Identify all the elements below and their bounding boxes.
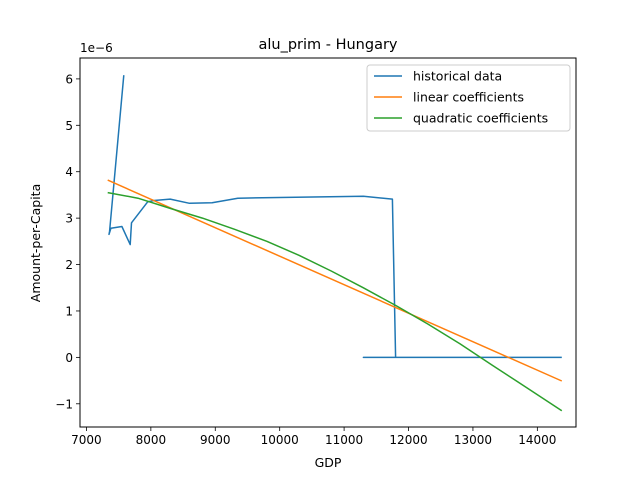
y-tick-label: 4 [65, 165, 73, 179]
legend-label-1: historical data [413, 69, 502, 84]
legend-label-2: linear coefficients [413, 90, 524, 105]
y-tick-label: 0 [65, 351, 73, 365]
plot-area [107, 75, 563, 412]
x-tick-label: 7000 [71, 433, 102, 447]
y-tick-label: −1 [55, 397, 73, 411]
chart-title: alu_prim - Hungary [258, 37, 397, 53]
y-offset-label: 1e−6 [80, 41, 113, 55]
y-tick-label: 3 [65, 212, 73, 226]
y-tick-label: 5 [65, 119, 73, 133]
x-tick-label: 10000 [261, 433, 299, 447]
legend-label-3: quadratic coefficients [413, 111, 548, 126]
series-line-3 [107, 191, 563, 412]
x-tick-label: 14000 [518, 433, 556, 447]
series-line-2 [107, 179, 563, 382]
x-tick-label: 12000 [389, 433, 427, 447]
y-tick-label: 2 [65, 258, 73, 272]
x-tick-label: 11000 [325, 433, 363, 447]
axes-frame [79, 57, 577, 428]
y-axis-label: Amount-per-Capita [28, 184, 43, 302]
x-tick-label: 8000 [136, 433, 167, 447]
x-axis-label: GDP [315, 455, 342, 470]
legend-box [366, 64, 571, 132]
x-axis: 7000 8000 9000 10000 11000 12000 13000 14000 [71, 427, 556, 447]
y-axis: −1 0 1 2 3 4 5 6 [55, 72, 80, 411]
y-tick-label: 6 [65, 72, 73, 86]
x-tick-label: 13000 [454, 433, 492, 447]
series-line-1 [108, 75, 562, 359]
y-tick-label: 1 [65, 304, 73, 318]
x-tick-label: 9000 [200, 433, 231, 447]
legend: historical data linear coefficients quadra… [366, 64, 571, 132]
